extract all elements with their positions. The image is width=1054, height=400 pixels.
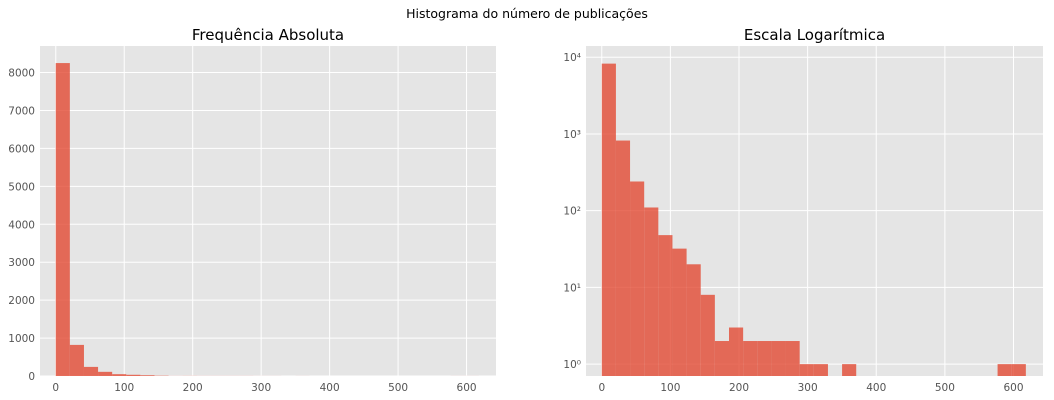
- histogram-bar: [658, 235, 673, 376]
- histogram-bar: [743, 341, 758, 376]
- x-tick-label: 400: [866, 382, 886, 394]
- y-tick-label: 5000: [8, 181, 35, 193]
- chart-title: Escala Logarítmica: [744, 26, 885, 44]
- histogram-bar: [842, 364, 857, 376]
- x-tick-label: 400: [320, 382, 340, 394]
- x-tick-label: 500: [388, 382, 408, 394]
- histogram-bar: [98, 371, 113, 376]
- histogram-bar: [615, 140, 631, 376]
- histogram-bar: [997, 364, 1012, 376]
- y-tick-label: 8000: [8, 68, 35, 80]
- y-tick-label: 4000: [8, 219, 35, 231]
- y-tick-label: 10⁰: [563, 359, 581, 371]
- y-tick-label: 3000: [8, 257, 35, 269]
- histogram-bar: [55, 63, 70, 376]
- histogram-bar: [686, 264, 701, 376]
- histogram-bar: [69, 344, 84, 376]
- x-tick-label: 600: [457, 382, 477, 394]
- y-tick-label: 10⁴: [563, 52, 581, 64]
- histogram-bar: [112, 374, 127, 376]
- histogram-bar: [630, 181, 645, 376]
- y-tick-label: 10¹: [563, 282, 581, 294]
- x-tick-label: 200: [729, 382, 749, 394]
- histogram-bar: [813, 364, 828, 376]
- histogram-bar: [771, 341, 786, 376]
- y-tick-label: 10³: [563, 129, 581, 141]
- x-tick-label: 0: [598, 382, 605, 394]
- y-tick-label: 0: [28, 371, 35, 383]
- histogram-bar: [799, 364, 814, 376]
- histogram-bar: [785, 341, 800, 376]
- chart-panel-2: 0 100 200 300 400 500 600 10⁰ 10¹ 10² 10³ 10⁴ Escala…: [563, 26, 1043, 394]
- x-tick-label: 200: [183, 382, 203, 394]
- histogram-bar: [83, 366, 99, 376]
- histogram-bar: [126, 374, 141, 376]
- x-tick-label: 0: [52, 382, 59, 394]
- x-tick-label: 100: [114, 382, 134, 394]
- x-tick-label: 300: [251, 382, 271, 394]
- histogram-bar: [1011, 364, 1026, 376]
- histogram-bar: [601, 63, 616, 377]
- y-tick-label: 2000: [8, 295, 35, 307]
- histogram-bar: [700, 294, 715, 376]
- y-tick-label: 10²: [563, 206, 581, 218]
- histogram-bar: [644, 207, 659, 376]
- y-tick-label: 1000: [8, 333, 35, 345]
- x-tick-label: 100: [660, 382, 680, 394]
- histogram-bar: [757, 341, 772, 376]
- figure-title: Histograma do número de publicações: [406, 6, 648, 21]
- histogram-bar: [672, 248, 687, 376]
- histogram-bar: [714, 341, 730, 376]
- x-tick-label: 300: [798, 382, 818, 394]
- chart-panel-1: 0 100 200 300 400 500 600010002000300040005000…: [8, 26, 496, 394]
- y-tick-label: 6000: [8, 143, 35, 155]
- x-tick-label: 500: [935, 382, 955, 394]
- x-tick-label: 600: [1003, 382, 1023, 394]
- chart-title: Frequência Absoluta: [192, 26, 344, 44]
- plot-area: [40, 46, 496, 376]
- histogram-bar: [140, 375, 155, 376]
- histogram-bar: [729, 327, 744, 376]
- y-tick-label: 7000: [8, 105, 35, 117]
